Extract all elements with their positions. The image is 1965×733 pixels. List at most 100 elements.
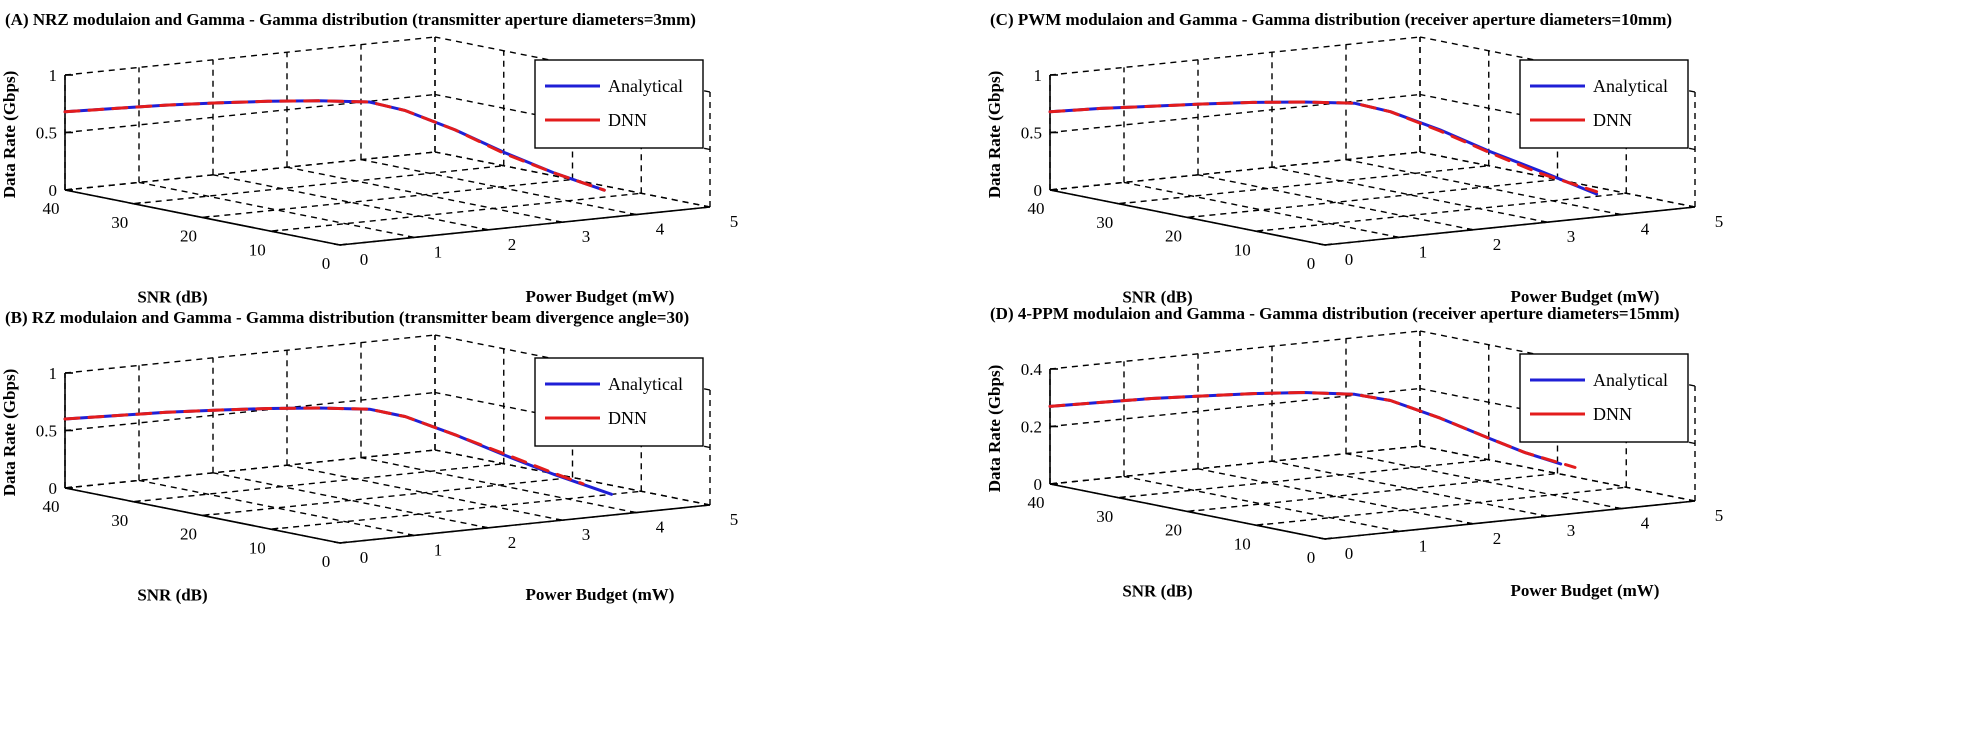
y-tick-label: 0 (1307, 548, 1316, 567)
grid-line (64, 36, 436, 76)
z-tick-label: 0.5 (36, 422, 57, 441)
x-tick-mark (407, 235, 415, 239)
x-axis-title: Power Budget (mW) (1511, 581, 1660, 600)
x-tick-label: 0 (360, 250, 369, 269)
x-tick-label: 2 (508, 533, 517, 552)
z-tick-label: 0 (49, 181, 58, 200)
x-tick-mark (1318, 243, 1326, 246)
grid-line (271, 192, 642, 232)
legend-label-analytical: Analytical (1593, 76, 1668, 96)
x-axis-line (339, 206, 711, 246)
grid-line (212, 472, 489, 529)
x-tick-mark (1540, 220, 1548, 223)
x-tick-label: 2 (1493, 529, 1502, 548)
y-tick-label: 40 (43, 199, 60, 218)
x-tick-mark (1392, 529, 1400, 533)
x-tick-label: 0 (1345, 250, 1354, 269)
z-tick-label: 0 (49, 479, 58, 498)
z-tick-label: 0.2 (1021, 418, 1042, 437)
y-tick-mark (1324, 537, 1333, 540)
x-tick-mark (481, 526, 489, 529)
grid-line (1187, 472, 1558, 513)
x-tick-label: 1 (1419, 536, 1428, 555)
grid-line (1271, 166, 1548, 223)
y-tick-label: 0 (1307, 254, 1316, 273)
y-tick-label: 10 (1234, 240, 1251, 259)
y-tick-label: 40 (1028, 493, 1045, 512)
z-tick-label: 1 (49, 364, 58, 383)
y-tick-label: 30 (1096, 507, 1113, 526)
grid-line (1256, 486, 1627, 526)
grid-line (360, 158, 637, 216)
y-axis-title: SNR (dB) (1122, 288, 1192, 307)
z-axis-title: Data Rate (Gbps) (985, 365, 1004, 493)
grid-line (1049, 93, 1421, 134)
y-tick-label: 30 (111, 511, 128, 530)
y-tick-label: 10 (249, 240, 266, 259)
z-axis-title: Data Rate (Gbps) (0, 71, 19, 199)
chart-c: (C) PWM modulaion and Gamma - Gamma dist… (985, 10, 1724, 307)
x-tick-mark (629, 212, 637, 216)
grid-line (138, 181, 415, 239)
legend: Analytical DNN (1519, 59, 1689, 149)
y-tick-label: 30 (1096, 213, 1113, 232)
grid-line (64, 93, 436, 134)
chart-title: (B) RZ modulaion and Gamma - Gamma distr… (5, 308, 689, 327)
y-tick-mark (1187, 509, 1195, 513)
grid-line (434, 449, 711, 506)
grid-line (202, 476, 573, 517)
z-tick-label: 0.4 (1021, 360, 1043, 379)
x-tick-mark (555, 220, 563, 223)
grid-line (64, 151, 436, 191)
legend-label-dnn: DNN (608, 408, 647, 428)
x-tick-label: 0 (360, 548, 369, 567)
grid-line (1345, 158, 1622, 216)
legend-box (534, 357, 704, 447)
y-tick-label: 30 (111, 213, 128, 232)
x-tick-mark (1688, 205, 1696, 208)
grid-line (1123, 475, 1400, 533)
chart-d: (D) 4-PPM modulaion and Gamma - Gamma di… (985, 304, 1724, 601)
grid-line (64, 449, 436, 489)
y-tick-mark (271, 527, 279, 531)
legend: Analytical DNN (1519, 353, 1689, 443)
y-tick-mark (271, 229, 279, 233)
grid-line (286, 166, 563, 223)
x-tick-label: 5 (1715, 212, 1724, 231)
series-line-analytical (1048, 391, 1563, 466)
grid-line (1197, 174, 1474, 231)
z-tick-label: 1 (1034, 66, 1043, 85)
grid-line (1049, 36, 1421, 76)
x-tick-label: 4 (1641, 514, 1650, 533)
y-tick-label: 20 (1165, 521, 1182, 540)
y-tick-mark (1256, 523, 1264, 527)
grid-line (1197, 468, 1474, 525)
x-tick-mark (1466, 228, 1474, 231)
x-tick-label: 5 (1715, 506, 1724, 525)
chart-a: (A) NRZ modulaion and Gamma - Gamma dist… (0, 10, 738, 307)
z-axis-title: Data Rate (Gbps) (0, 369, 19, 497)
grid-line (1049, 445, 1421, 485)
legend-label-analytical: Analytical (608, 374, 683, 394)
grid-line (434, 151, 711, 208)
x-tick-mark (333, 541, 341, 544)
y-tick-mark (1118, 495, 1126, 499)
legend-label-dnn: DNN (1593, 110, 1632, 130)
y-tick-mark (202, 215, 210, 219)
grid-line (1118, 165, 1489, 205)
x-tick-mark (703, 503, 711, 506)
grid-line (133, 463, 504, 503)
panel-c: (C) PWM modulaion and Gamma - Gamma dist… (985, 0, 1950, 365)
x-tick-label: 2 (1493, 235, 1502, 254)
y-tick-label: 40 (1028, 199, 1045, 218)
x-tick-mark (629, 510, 637, 514)
z-axis-title: Data Rate (Gbps) (985, 71, 1004, 199)
y-tick-mark (1049, 482, 1058, 485)
x-tick-label: 3 (582, 525, 591, 544)
legend: Analytical DNN (534, 357, 704, 447)
x-tick-mark (1688, 499, 1696, 502)
grid-line (1049, 330, 1421, 370)
grid-line (1419, 445, 1696, 502)
grid-line (133, 165, 504, 205)
z-tick-label: 0 (1034, 475, 1043, 494)
